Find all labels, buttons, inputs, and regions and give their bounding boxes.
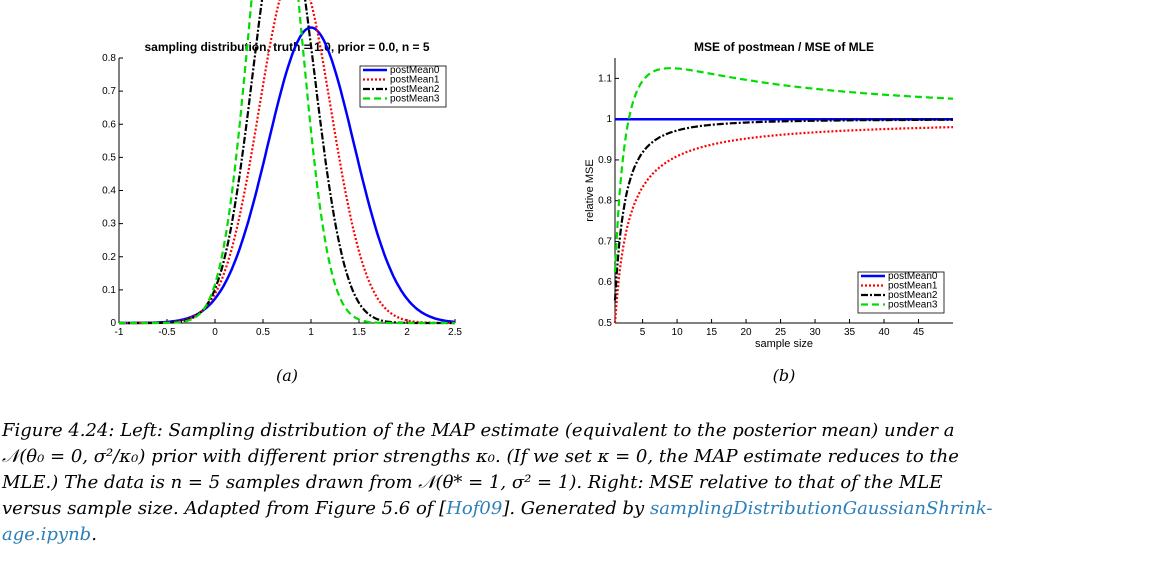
y-tick-label: 1.1 (598, 73, 612, 84)
legend-box (857, 271, 945, 314)
y-tick-label: 0.3 (102, 219, 116, 230)
y-tick-label: 0.8 (102, 53, 116, 64)
panel-label: (b) (773, 366, 796, 385)
x-tick-label: 35 (844, 327, 856, 338)
figure-canvas: -1 -0.5 0 0.5 1 1.5 2 2.5 0 0.1 0.2 0.3 0.4 0.5 0.6 0.7… (102, 0, 954, 385)
chart-relative-mse: 5 10 15 20 25 30 35 40 45 0.5 0.6 0.7 0.8 0.9 1 1.1 MSE … (584, 40, 954, 385)
series-line-postMean3 (119, 0, 455, 325)
legend-label-postMean1: postMean1 (888, 281, 938, 292)
x-tick-label: 5 (640, 327, 646, 338)
citation-link[interactable]: Hof09 (446, 498, 503, 519)
x-tick-label: -1 (115, 327, 124, 338)
x-tick-label: 2 (404, 327, 410, 338)
x-tick-label: 1 (308, 327, 314, 338)
legend-label-postMean3: postMean3 (390, 94, 440, 105)
y-tick-label: 0.5 (102, 152, 116, 163)
series-line-postMean2 (613, 118, 953, 301)
legend-label-postMean0: postMean0 (888, 271, 938, 282)
x-tick-label: 10 (672, 327, 684, 338)
x-tick-label: 15 (706, 327, 718, 338)
caption-text: versus sample size. Adapted from Figure … (2, 498, 447, 519)
y-axis-label: relative MSE (584, 159, 596, 221)
x-tick-label: 20 (740, 327, 752, 338)
x-tick-label: 30 (809, 327, 821, 338)
series-line-postMean1 (613, 126, 954, 324)
x-axis-label: sample size (755, 338, 813, 350)
y-tick-label: 1 (606, 114, 612, 125)
caption-line-5: age.ipynb. (2, 522, 1162, 548)
caption-text: . (91, 524, 97, 545)
y-tick-label: 0.7 (598, 236, 612, 247)
notebook-link[interactable]: samplingDistributionGaussianShrink- (649, 498, 993, 519)
y-tick-label: 0.8 (598, 196, 612, 207)
y-tick-label: 0.6 (102, 119, 116, 130)
legend-label-postMean2: postMean2 (390, 84, 440, 95)
legend-label-postMean1: postMean1 (390, 75, 440, 86)
caption-line-1: Figure 4.24: Left: Sampling distribution… (2, 420, 955, 441)
caption-line-4: versus sample size. Adapted from Figure … (2, 496, 1162, 522)
caption-text: ]. Generated by (502, 498, 650, 519)
x-tick-label: 40 (878, 327, 890, 338)
x-tick-label: -0.5 (158, 327, 176, 338)
legend-label-postMean3: postMean3 (888, 300, 938, 311)
y-tick-label: 0.9 (598, 155, 612, 166)
y-tick-label: 0.1 (102, 285, 116, 296)
panel-label: (a) (276, 366, 298, 385)
caption-line-2: 𝒩(θ₀ = 0, σ²/κ₀) prior with different pr… (2, 446, 959, 467)
legend-label-postMean2: postMean2 (888, 290, 938, 301)
y-tick-label: 0.6 (598, 277, 612, 288)
x-tick-label: 0.5 (256, 327, 270, 338)
series-line-postMean3 (613, 67, 954, 273)
x-tick-label: 2.5 (448, 327, 462, 338)
y-tick-label: 0.5 (598, 318, 612, 329)
chart-title: MSE of postmean / MSE of MLE (694, 40, 874, 54)
chart-sampling-distribution: -1 -0.5 0 0.5 1 1.5 2 2.5 0 0.1 0.2 0.3 0.4 0.5 0.6 0.7… (102, 0, 462, 385)
figure-caption: Figure 4.24: Left: Sampling distribution… (2, 418, 1162, 548)
chart-title: sampling distribution, truth = 1.0, prio… (144, 40, 429, 54)
x-tick-label: 1.5 (352, 327, 366, 338)
y-tick-label: 0.2 (102, 252, 116, 263)
x-tick-label: 45 (913, 327, 925, 338)
legend-label-postMean0: postMean0 (390, 65, 440, 76)
y-tick-label: 0.7 (102, 86, 116, 97)
caption-line-3: MLE.) The data is n = 5 samples drawn fr… (2, 472, 943, 493)
y-tick-label: 0.4 (102, 186, 116, 197)
legend-box (359, 65, 447, 108)
x-tick-label: 0 (212, 327, 218, 338)
notebook-link-continued[interactable]: age.ipynb (2, 524, 92, 545)
x-tick-label: 25 (775, 327, 787, 338)
y-tick-label: 0 (110, 318, 116, 329)
